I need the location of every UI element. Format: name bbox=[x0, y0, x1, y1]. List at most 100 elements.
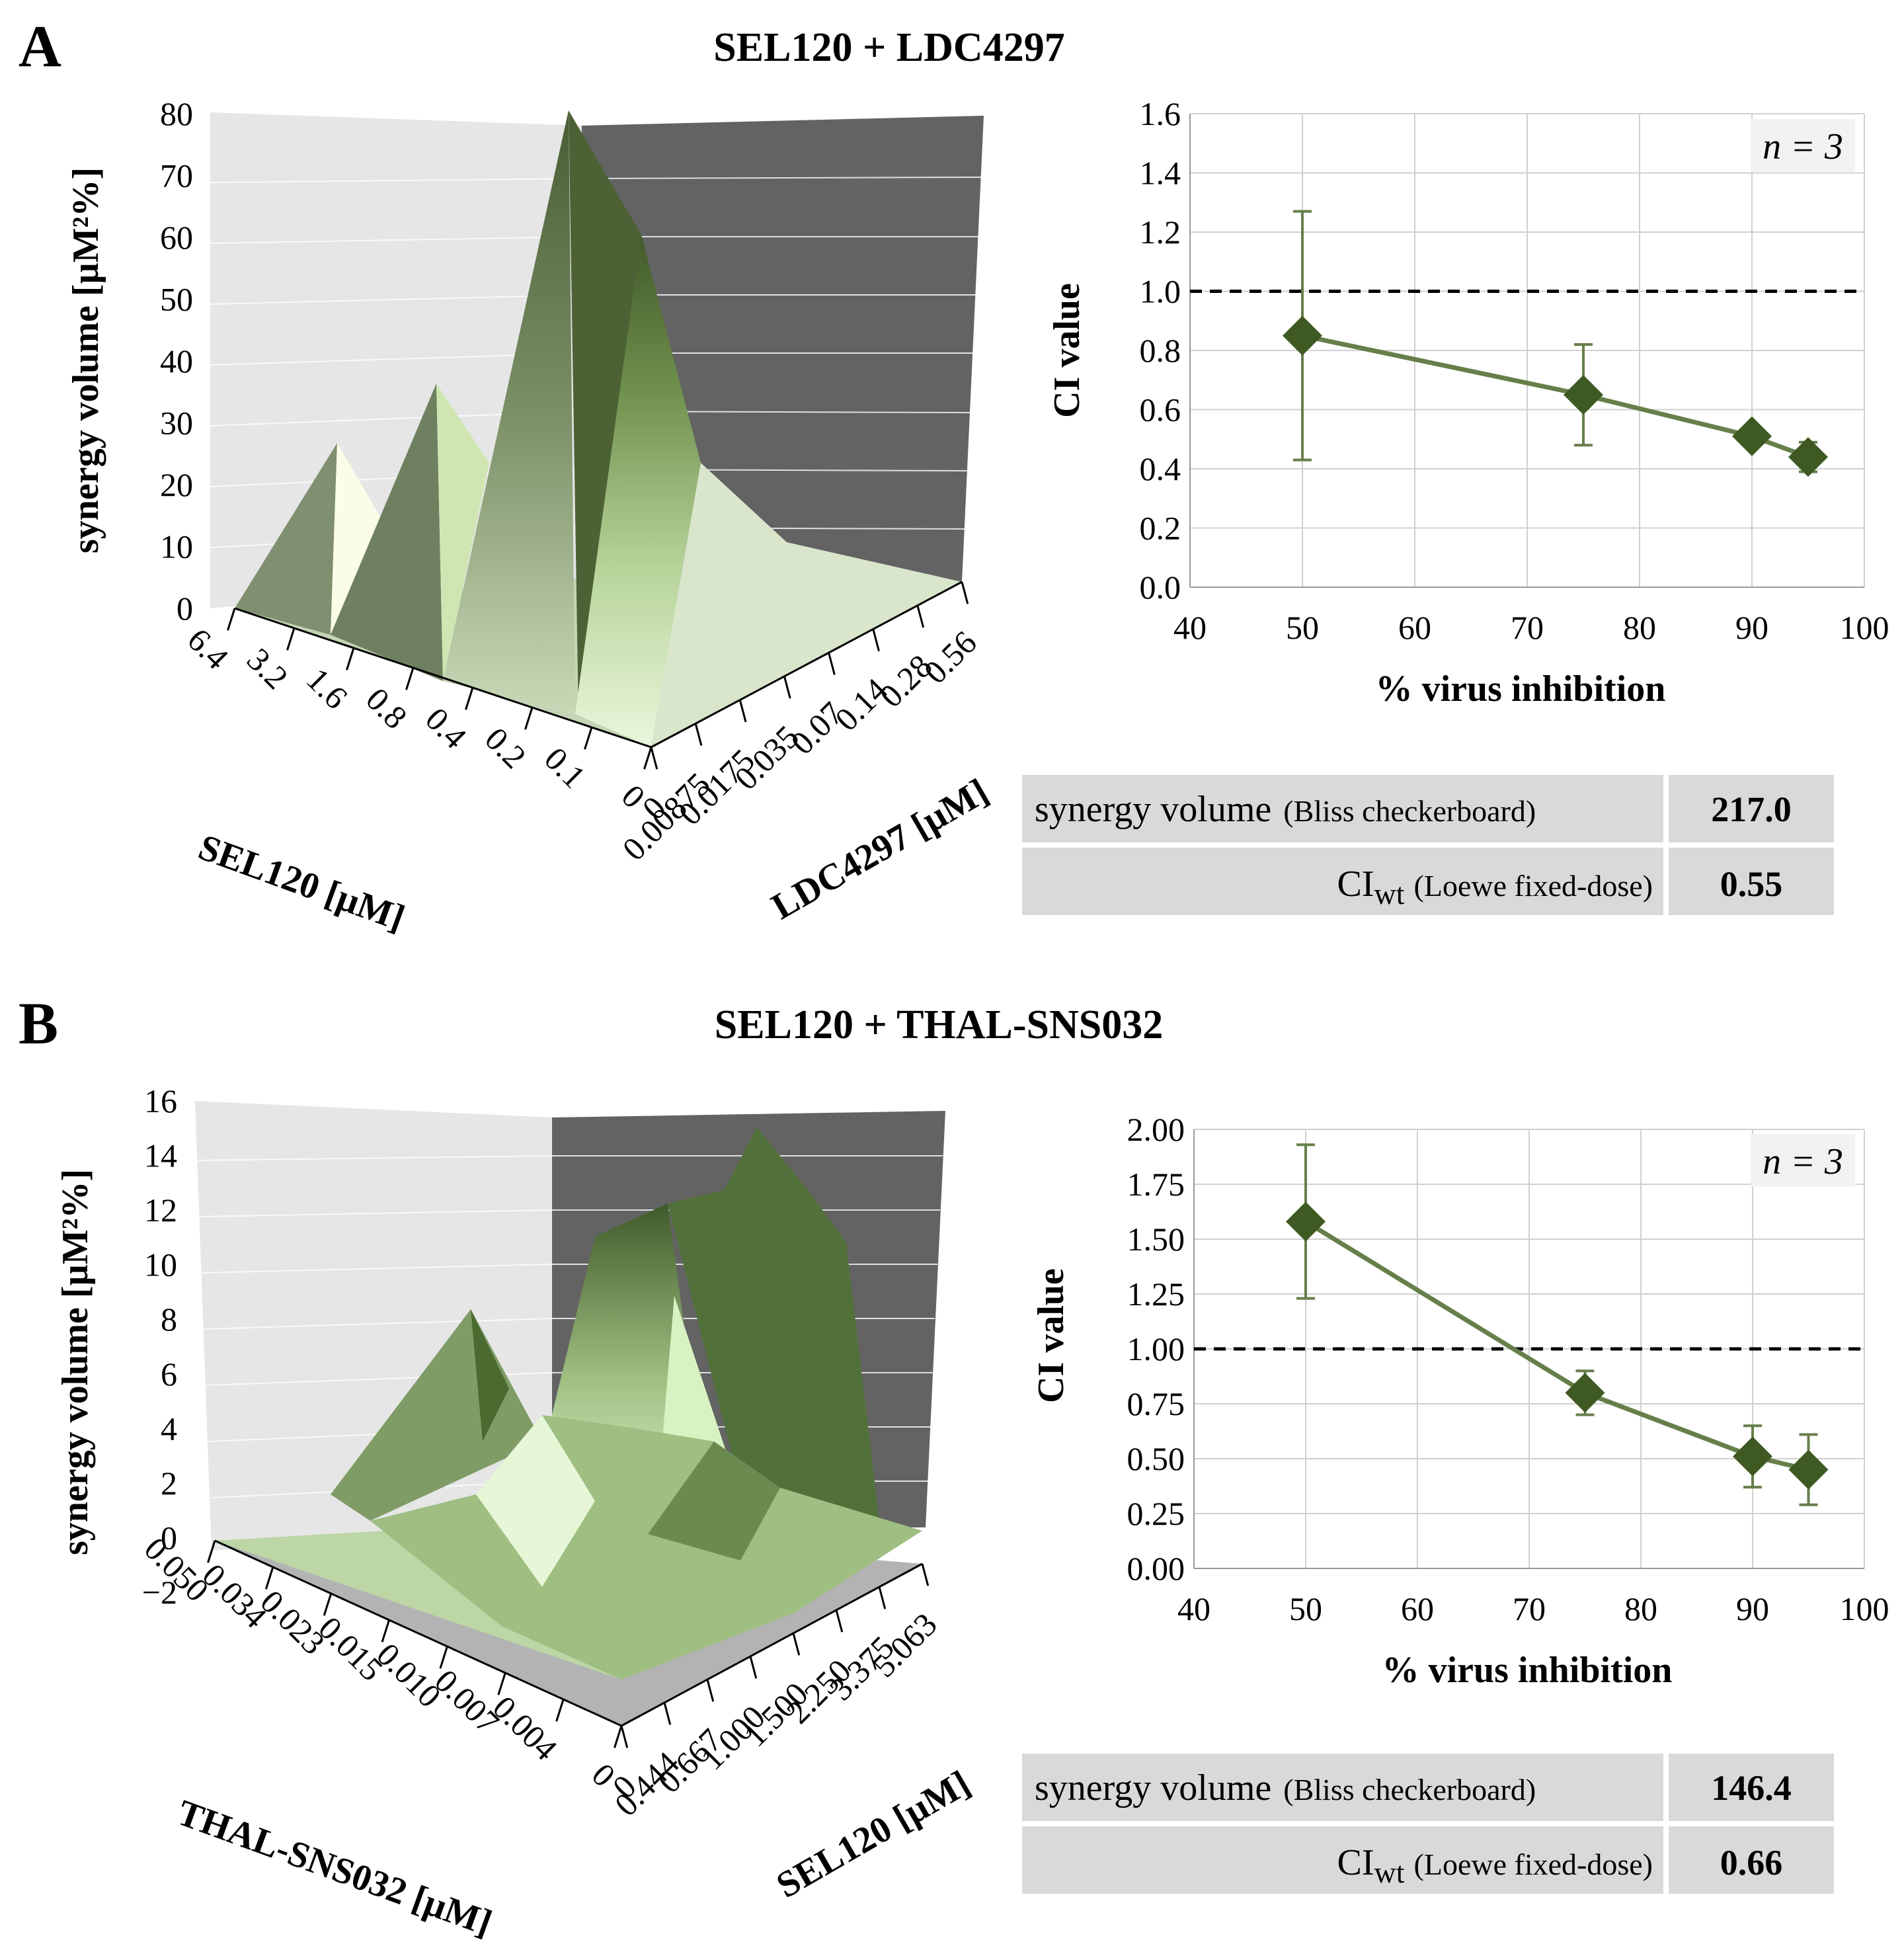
summary-table-a: synergy volume (Bliss checkerboard) CIwt(… bbox=[1022, 775, 1834, 915]
z-tick-label: 4 bbox=[161, 1410, 177, 1447]
surface-face bbox=[476, 1415, 595, 1587]
table-cell bbox=[1022, 775, 1663, 842]
y-tick-label: 1.25 bbox=[1127, 1276, 1185, 1313]
x-tick-label: 50 bbox=[1289, 1590, 1322, 1627]
table-value: 146.4 bbox=[1711, 1768, 1792, 1808]
y-tick-label: 0.0 bbox=[1140, 569, 1181, 606]
axis-tick bbox=[524, 707, 534, 730]
axis-tick bbox=[614, 1725, 623, 1748]
axis-tick bbox=[872, 629, 880, 652]
axis-tick bbox=[264, 1566, 274, 1590]
axis-tick bbox=[650, 747, 658, 770]
x-tick-label: 70 bbox=[1511, 609, 1544, 646]
peak-1 bbox=[235, 443, 337, 635]
peak-3-face bbox=[575, 235, 701, 747]
axis-tick bbox=[227, 608, 236, 631]
z-ticks-a: 0 10 20 30 40 50 60 70 80 bbox=[160, 95, 193, 627]
axis-tick bbox=[663, 1702, 672, 1725]
table-row-label: synergy volume (Bliss checkerboard) bbox=[1035, 1767, 1536, 1808]
surface-face bbox=[648, 1441, 780, 1560]
axis-tick bbox=[323, 1593, 333, 1616]
data-point bbox=[1565, 1373, 1605, 1413]
y-tick-label: 1.2 bbox=[1140, 214, 1181, 251]
x-tick-label: 60 bbox=[1398, 609, 1431, 646]
axis-tick bbox=[465, 687, 474, 710]
axis-tick-label: 0.010 bbox=[370, 1636, 448, 1715]
z-tick-label: 70 bbox=[160, 157, 193, 194]
axis-tick bbox=[792, 1633, 801, 1656]
series-line bbox=[1302, 333, 1809, 460]
panel-letter-a: A bbox=[19, 14, 61, 79]
y-tick-label: 0.50 bbox=[1127, 1440, 1185, 1477]
y-tick-label: 0.75 bbox=[1127, 1385, 1185, 1422]
z-tick-label: −2 bbox=[142, 1574, 177, 1611]
axis-tick bbox=[835, 1609, 844, 1633]
axis-tick bbox=[706, 1679, 715, 1702]
y-tick-label: 1.75 bbox=[1127, 1166, 1185, 1203]
z-tick-label: 60 bbox=[160, 219, 193, 256]
x-tick-label: 90 bbox=[1735, 609, 1768, 646]
x-axis-line bbox=[234, 607, 652, 749]
z-tick-label: 0 bbox=[161, 1519, 177, 1556]
y-tick-label: 1.6 bbox=[1140, 95, 1181, 132]
z-tick-label: 16 bbox=[144, 1082, 177, 1119]
x-axis-label-b: THAL-SNS032 [µM] bbox=[172, 1792, 497, 1943]
y-tick-label: 0.25 bbox=[1127, 1495, 1185, 1532]
ci-chart-a: 40 50 60 70 80 90 100 0.0 0.2 0.4 0.6 0.8 1.0 1.2 1.4 1… bbox=[1140, 95, 1889, 646]
axis-tick bbox=[916, 605, 925, 628]
z-tick-label: 10 bbox=[144, 1246, 177, 1283]
data-point bbox=[1733, 1436, 1772, 1477]
data-point bbox=[1283, 315, 1322, 356]
axis-tick-label: 0.004 bbox=[486, 1689, 565, 1767]
axis-tick bbox=[694, 723, 703, 746]
axis-tick-label: 0.007 bbox=[428, 1662, 506, 1741]
axis-tick bbox=[738, 700, 747, 723]
panel-title-a: SEL120 + LDC4297 bbox=[713, 25, 1064, 70]
peak-1-face bbox=[471, 1309, 509, 1441]
axis-tick-label: 0.015 bbox=[311, 1609, 390, 1688]
axis-tick-label: 0.023 bbox=[253, 1583, 332, 1662]
n-annotation-a: n = 3 bbox=[1763, 126, 1843, 167]
table-cell bbox=[1669, 1754, 1834, 1821]
surface-plot-b bbox=[195, 1101, 945, 1727]
z-tick-label: 30 bbox=[160, 405, 193, 442]
y-tick-label: 1.0 bbox=[1140, 273, 1181, 310]
axis-tick bbox=[749, 1656, 758, 1679]
data-point bbox=[1788, 437, 1828, 477]
y-tick-label: 0.4 bbox=[1140, 450, 1181, 487]
ci-ylabel-a: CI value bbox=[1047, 283, 1088, 418]
axis-tick bbox=[381, 1619, 391, 1642]
series-line bbox=[1304, 1219, 1809, 1473]
ci-xlabel-b: % virus inhibition bbox=[1382, 1650, 1673, 1691]
z-tick-label: 2 bbox=[161, 1465, 177, 1502]
x-axis-line bbox=[214, 1539, 622, 1727]
table-cell bbox=[1669, 848, 1834, 915]
axis-tick bbox=[961, 581, 969, 604]
x-tick-label: 70 bbox=[1513, 1590, 1546, 1627]
y-tick-label: 0.00 bbox=[1127, 1550, 1185, 1587]
table-value: 217.0 bbox=[1711, 790, 1792, 829]
table-cell bbox=[1022, 1826, 1663, 1894]
x-tick-label: 40 bbox=[1173, 609, 1207, 646]
x-axis-label-a: SEL120 [µM] bbox=[193, 827, 410, 939]
data-point bbox=[1564, 375, 1603, 415]
ci-xlabel-a: % virus inhibition bbox=[1376, 668, 1666, 709]
z-tick-label: 6 bbox=[161, 1356, 177, 1393]
axis-tick bbox=[584, 727, 593, 750]
table-cell bbox=[1669, 775, 1834, 842]
peak-3-highlight bbox=[661, 1296, 727, 1455]
z-ticks-b: −2 0 2 4 6 8 10 12 14 16 bbox=[142, 1082, 177, 1611]
y-tick-label: 2.00 bbox=[1127, 1111, 1185, 1148]
table-cell bbox=[1669, 1826, 1834, 1894]
axis-tick bbox=[207, 1540, 216, 1563]
z-tick-label: 10 bbox=[160, 528, 193, 565]
peak-2-face bbox=[436, 384, 489, 681]
z-tick-label: 8 bbox=[161, 1301, 177, 1338]
peak-1-face bbox=[331, 443, 383, 635]
axis-tick bbox=[286, 628, 296, 651]
y-axis-line bbox=[651, 581, 963, 749]
table-row-label: synergy volume (Bliss checkerboard) bbox=[1035, 789, 1536, 830]
surface-plot-a bbox=[210, 110, 984, 749]
z-tick-label: 50 bbox=[160, 281, 193, 318]
